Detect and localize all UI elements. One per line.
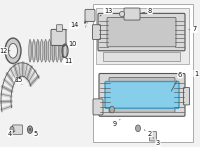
FancyBboxPatch shape xyxy=(109,77,175,112)
Text: 10: 10 xyxy=(62,41,76,47)
Text: 6: 6 xyxy=(171,72,182,91)
Ellipse shape xyxy=(5,38,21,64)
FancyBboxPatch shape xyxy=(93,99,103,115)
Ellipse shape xyxy=(48,39,51,62)
Ellipse shape xyxy=(52,39,55,62)
Text: 7: 7 xyxy=(189,26,197,32)
FancyBboxPatch shape xyxy=(98,13,185,51)
Text: 9: 9 xyxy=(113,120,120,127)
Ellipse shape xyxy=(64,39,66,62)
Ellipse shape xyxy=(10,126,14,133)
FancyBboxPatch shape xyxy=(56,25,62,31)
Bar xyxy=(96,8,189,64)
Text: 13: 13 xyxy=(100,8,112,16)
FancyBboxPatch shape xyxy=(85,9,95,21)
Text: 1: 1 xyxy=(194,71,198,76)
FancyBboxPatch shape xyxy=(51,29,66,45)
Text: 5: 5 xyxy=(30,130,38,137)
Text: 2: 2 xyxy=(144,130,152,137)
Ellipse shape xyxy=(37,39,39,62)
Ellipse shape xyxy=(33,39,35,62)
Ellipse shape xyxy=(56,39,58,62)
Ellipse shape xyxy=(110,106,115,113)
Text: 3: 3 xyxy=(153,138,160,146)
Text: 11: 11 xyxy=(62,56,72,65)
Bar xyxy=(93,4,193,142)
Text: 15: 15 xyxy=(14,77,22,84)
Ellipse shape xyxy=(120,11,124,17)
Ellipse shape xyxy=(29,39,31,62)
FancyBboxPatch shape xyxy=(12,125,22,134)
Ellipse shape xyxy=(8,43,18,58)
Ellipse shape xyxy=(40,39,43,62)
FancyBboxPatch shape xyxy=(150,132,157,141)
Ellipse shape xyxy=(44,39,47,62)
FancyBboxPatch shape xyxy=(105,82,179,108)
FancyBboxPatch shape xyxy=(92,25,100,39)
FancyBboxPatch shape xyxy=(184,87,190,105)
FancyBboxPatch shape xyxy=(30,41,66,60)
Ellipse shape xyxy=(28,126,32,133)
Text: 4: 4 xyxy=(8,131,15,137)
FancyBboxPatch shape xyxy=(107,17,176,47)
FancyBboxPatch shape xyxy=(99,74,185,116)
Text: 14: 14 xyxy=(65,22,78,31)
Text: 8: 8 xyxy=(142,8,152,14)
Ellipse shape xyxy=(60,39,62,62)
Ellipse shape xyxy=(136,125,140,132)
Ellipse shape xyxy=(29,128,31,131)
FancyBboxPatch shape xyxy=(124,8,140,20)
Text: 12: 12 xyxy=(0,48,10,54)
Bar xyxy=(103,52,180,61)
